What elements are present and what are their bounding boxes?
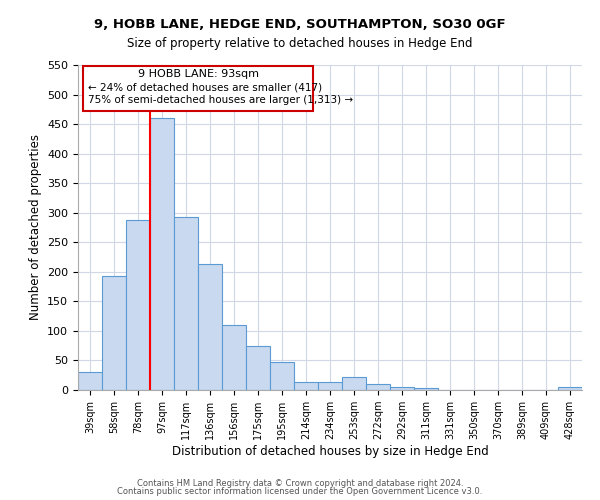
Bar: [222, 325, 246, 390]
X-axis label: Distribution of detached houses by size in Hedge End: Distribution of detached houses by size …: [172, 445, 488, 458]
Bar: [198, 264, 222, 390]
Bar: [294, 382, 318, 390]
Bar: [78, 372, 102, 390]
Y-axis label: Number of detached properties: Number of detached properties: [29, 134, 41, 320]
Text: 75% of semi-detached houses are larger (1,313) →: 75% of semi-detached houses are larger (…: [88, 95, 353, 105]
Bar: [102, 276, 126, 390]
Bar: [126, 220, 150, 390]
Bar: [270, 362, 294, 390]
Text: Contains public sector information licensed under the Open Government Licence v3: Contains public sector information licen…: [118, 487, 482, 496]
Text: Size of property relative to detached houses in Hedge End: Size of property relative to detached ho…: [127, 38, 473, 51]
Bar: [414, 388, 438, 390]
Bar: [150, 118, 174, 390]
Text: Contains HM Land Registry data © Crown copyright and database right 2024.: Contains HM Land Registry data © Crown c…: [137, 478, 463, 488]
Text: ← 24% of detached houses are smaller (417): ← 24% of detached houses are smaller (41…: [88, 82, 322, 92]
Bar: [390, 387, 414, 390]
Bar: [246, 346, 270, 390]
Bar: [174, 217, 198, 390]
Bar: [366, 384, 390, 390]
Bar: [342, 377, 366, 390]
Text: 9 HOBB LANE: 93sqm: 9 HOBB LANE: 93sqm: [137, 69, 259, 79]
Bar: [318, 382, 342, 390]
Text: 9, HOBB LANE, HEDGE END, SOUTHAMPTON, SO30 0GF: 9, HOBB LANE, HEDGE END, SOUTHAMPTON, SO…: [94, 18, 506, 30]
FancyBboxPatch shape: [83, 66, 313, 111]
Bar: [558, 387, 582, 390]
